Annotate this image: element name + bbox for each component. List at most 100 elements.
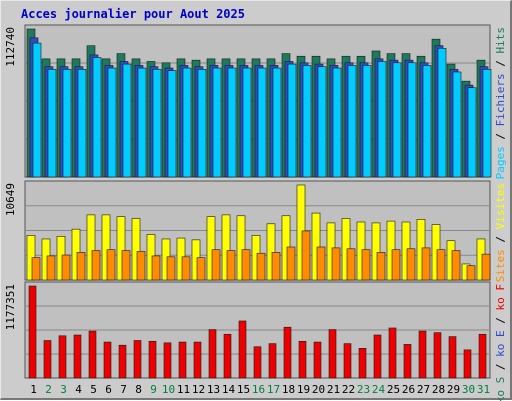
bar-sites-day-18 [286, 246, 296, 281]
bar-sites-day-5 [91, 250, 101, 281]
bar-sites-day-1 [31, 257, 41, 281]
bar-visites-day-8 [131, 218, 141, 281]
x-tick-day-13: 13 [207, 383, 220, 396]
bar-sites-day-26 [406, 248, 416, 281]
bar-pages-day-28 [437, 48, 447, 178]
bar-ko-f-day-2 [43, 340, 52, 379]
x-tick-day-28: 28 [432, 383, 445, 396]
bar-ko-f-day-8 [133, 340, 142, 379]
bar-pages-day-22 [347, 65, 357, 178]
panel-1: 112740 Pages / Fichiers / Hits [4, 24, 507, 179]
bar-ko-f-day-23 [358, 348, 367, 379]
x-tick-day-20: 20 [312, 383, 325, 396]
x-tick-day-14: 14 [222, 383, 236, 396]
legend-separator: / [494, 311, 507, 331]
legend-separator: / [494, 54, 507, 74]
bar-visites-day-5 [86, 214, 96, 281]
x-tick-day-8: 8 [135, 383, 142, 396]
bar-sites-day-27 [421, 247, 431, 281]
bar-pages-day-27 [422, 65, 432, 178]
bar-ko-f-day-31 [478, 333, 487, 379]
bar-pages-day-15 [242, 67, 252, 178]
bar-ko-f-day-19 [298, 340, 307, 379]
bar-pages-day-12 [197, 69, 207, 178]
bar-pages-day-11 [182, 67, 192, 178]
bar-ko-f-day-3 [58, 335, 67, 379]
bar-pages-day-6 [107, 67, 117, 178]
panel-legend: Sites / Visites [494, 183, 507, 282]
legend-entry: Sites [494, 249, 507, 282]
bar-sites-day-2 [46, 255, 56, 281]
bar-visites-day-20 [311, 212, 321, 281]
bar-ko-f-day-9 [148, 340, 157, 379]
legend-entry: Fichiers [494, 73, 507, 126]
bar-ko-f-day-20 [313, 341, 322, 379]
bar-pages-day-1 [32, 42, 42, 178]
bar-visites-day-6 [101, 214, 111, 281]
panel-legend: Pages / Fichiers / Hits [494, 27, 507, 179]
x-tick-day-31: 31 [477, 383, 490, 396]
x-tick-day-10: 10 [162, 383, 175, 396]
bar-pages-day-17 [272, 67, 282, 178]
legend-entry: Pages [494, 146, 507, 179]
bar-sites-day-16 [256, 252, 266, 281]
bar-sites-day-13 [211, 249, 221, 281]
bar-ko-f-day-1 [28, 285, 37, 379]
bar-sites-day-15 [241, 249, 251, 281]
bar-sites-day-30 [466, 265, 476, 281]
legend-entry: ko F [494, 284, 507, 311]
legend-entry: ko E [494, 330, 507, 357]
bar-sites-day-12 [196, 257, 206, 281]
x-tick-day-1: 1 [30, 383, 37, 396]
x-tick-day-2: 2 [45, 383, 52, 396]
bar-ko-f-day-14 [223, 333, 232, 379]
bar-pages-day-18 [287, 63, 297, 178]
x-tick-day-23: 23 [357, 383, 370, 396]
bar-sites-day-25 [391, 249, 401, 281]
bar-pages-day-31 [482, 69, 492, 178]
bar-pages-day-25 [392, 62, 402, 178]
x-tick-day-22: 22 [342, 383, 355, 396]
x-tick-day-19: 19 [297, 383, 310, 396]
bar-pages-day-21 [332, 67, 342, 178]
bar-ko-f-day-5 [88, 330, 97, 379]
bar-sites-day-10 [166, 256, 176, 281]
bar-sites-day-11 [181, 256, 191, 281]
x-tick-day-3: 3 [60, 383, 67, 396]
bar-pages-day-3 [62, 69, 72, 178]
x-tick-day-27: 27 [417, 383, 430, 396]
bar-pages-day-14 [227, 67, 237, 178]
bar-sites-day-14 [226, 250, 236, 281]
y-max-label: 112740 [4, 27, 17, 67]
x-tick-day-16: 16 [252, 383, 265, 396]
bar-ko-f-day-17 [268, 343, 277, 379]
x-tick-day-12: 12 [192, 383, 205, 396]
bar-sites-day-20 [316, 246, 326, 281]
bar-pages-day-16 [257, 67, 267, 178]
bar-ko-f-day-16 [253, 346, 262, 379]
bar-ko-f-day-12 [193, 341, 202, 379]
bar-sites-day-8 [136, 251, 146, 281]
bar-ko-f-day-18 [283, 326, 292, 379]
bar-ko-f-day-27 [418, 330, 427, 379]
bar-pages-day-23 [362, 65, 372, 178]
x-tick-day-30: 30 [462, 383, 475, 396]
bar-pages-day-26 [407, 62, 417, 178]
bar-ko-f-day-15 [238, 320, 247, 379]
bar-pages-day-24 [377, 61, 387, 178]
bar-pages-day-19 [302, 65, 312, 178]
x-tick-day-29: 29 [447, 383, 460, 396]
bar-visites-day-17 [266, 223, 276, 281]
panel-legend: ko S / ko E / ko F [494, 284, 507, 401]
bar-sites-day-19 [301, 230, 311, 281]
bar-ko-f-day-13 [208, 329, 217, 379]
bar-ko-f-day-10 [163, 342, 172, 379]
x-tick-day-15: 15 [237, 383, 250, 396]
bar-sites-day-22 [346, 248, 356, 281]
bar-ko-f-day-21 [328, 329, 337, 379]
y-max-label: 1177351 [4, 284, 17, 330]
bar-pages-day-29 [452, 71, 462, 178]
panel-2: 10649 Sites / Visites [4, 180, 507, 282]
